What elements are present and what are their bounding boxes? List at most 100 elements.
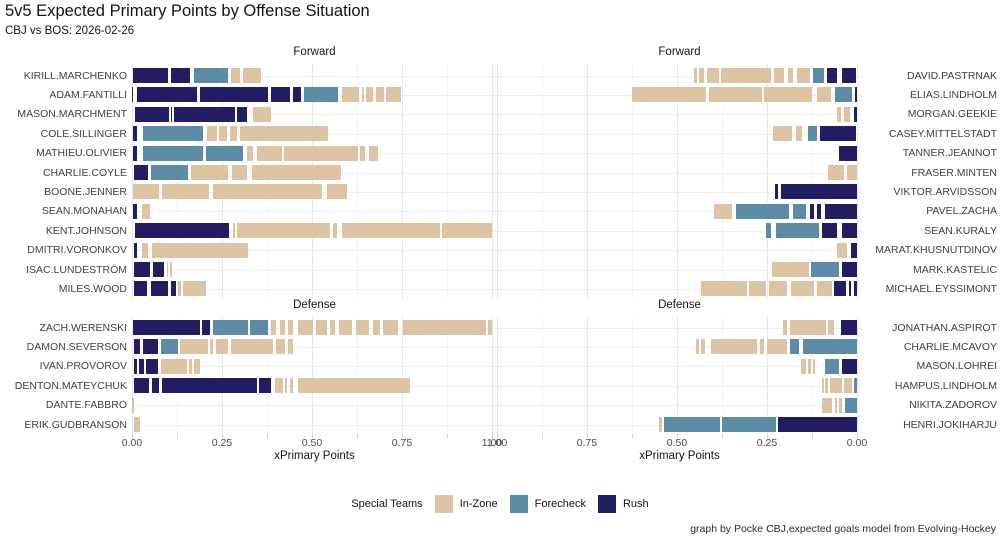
- gridline-minor: [357, 317, 358, 434]
- axis-tick-label: 0.50: [666, 437, 688, 449]
- bar-segment-inzone: [133, 184, 160, 200]
- bar-segment-inzone: [696, 339, 699, 355]
- player-label: COLE.SILLINGER: [40, 127, 127, 140]
- chart-subtitle: CBJ vs BOS: 2026-02-26: [5, 25, 135, 37]
- bar-segment-inzone: [839, 397, 842, 413]
- bar-segment-rush: [134, 223, 229, 239]
- bar-segment-inzone: [632, 87, 707, 103]
- bar-segment-rush: [839, 145, 857, 161]
- bar-segment-forecheck: [776, 223, 819, 239]
- player-label: NIKITA.ZADOROV: [909, 399, 997, 412]
- gridline-row: [132, 75, 497, 77]
- gridline-row: [132, 211, 497, 213]
- gridline-minor: [542, 64, 543, 299]
- player-label: DENTON.MATEYCHUK: [14, 379, 127, 392]
- gridline-row: [497, 172, 862, 174]
- bar-segment-forecheck: [736, 203, 789, 219]
- legend-item-rush: Rush: [597, 495, 649, 513]
- gridline-row: [497, 405, 862, 407]
- bar-segment-inzone: [769, 281, 788, 297]
- gridline-row: [132, 405, 497, 407]
- player-label: MASON.LOHREI: [916, 360, 997, 373]
- axis-tick-label: 0.75: [391, 437, 413, 449]
- bar-segment-inzone: [822, 397, 833, 413]
- axis-tick: [632, 434, 633, 438]
- gridline-minor: [447, 64, 448, 299]
- bar-segment-inzone: [808, 358, 811, 374]
- bar-segment-rush: [161, 378, 257, 394]
- axis-tick-label: 0.00: [121, 437, 143, 449]
- gridline-row: [132, 424, 497, 426]
- bar-segment-inzone: [782, 320, 788, 335]
- bar-segment-inzone: [315, 320, 328, 335]
- bar-segment-inzone: [243, 68, 261, 83]
- bar-segment-forecheck: [304, 87, 339, 103]
- bar-segment-rush: [170, 68, 190, 83]
- axis-tick: [722, 434, 723, 438]
- player-label: DMITRI.VORONKOV: [27, 244, 127, 257]
- gridline-row: [497, 366, 862, 368]
- player-label: JONATHAN.ASPIROT: [892, 321, 997, 334]
- axis-tick: [767, 434, 768, 438]
- gridline-major: [767, 64, 768, 299]
- bar-segment-inzone: [827, 320, 834, 335]
- bar-segment-inzone: [361, 87, 364, 103]
- bar-segment-rush: [201, 320, 211, 335]
- bar-segment-forecheck: [213, 320, 248, 335]
- axis-tick-label: 0.25: [211, 437, 233, 449]
- player-label: CHARLIE.COYLE: [42, 166, 127, 179]
- chart-title: 5v5 Expected Primary Points by Offense S…: [5, 2, 370, 20]
- bar-segment-forecheck: [722, 417, 776, 432]
- bar-segment-inzone: [179, 339, 208, 355]
- gridline-minor: [632, 317, 633, 434]
- bar-segment-inzone: [270, 320, 276, 335]
- bar-segment-inzone: [442, 223, 492, 239]
- bar-segment-forecheck: [813, 68, 824, 83]
- gridline-major: [677, 64, 678, 299]
- bar-segment-inzone: [274, 378, 283, 394]
- bar-segment-inzone: [701, 281, 747, 297]
- gridline-row: [132, 288, 497, 290]
- player-label: KENT.JOHNSON: [45, 224, 127, 237]
- bar-segment-inzone: [796, 68, 810, 83]
- bar-segment-rush: [841, 262, 857, 277]
- player-label: MICHAEL.EYSSIMONT: [885, 282, 997, 295]
- bar-segment-inzone: [141, 203, 150, 219]
- bar-segment-inzone: [787, 68, 793, 83]
- bar-segment-forecheck: [835, 87, 852, 103]
- bar-segment-forecheck: [808, 126, 818, 142]
- bar-segment-rush: [152, 262, 165, 277]
- axis-tick-label: 1.00: [481, 437, 503, 449]
- inzone-swatch: [434, 495, 453, 513]
- gridline-row: [497, 250, 862, 252]
- bar-segment-inzone: [246, 145, 253, 161]
- facet-strip-defense-cbj: Defense: [293, 299, 336, 311]
- bar-segment-rush: [841, 68, 856, 83]
- bar-segment-rush: [774, 184, 779, 200]
- bar-segment-rush: [138, 358, 144, 374]
- bar-segment-rush: [134, 165, 149, 180]
- bar-segment-inzone: [698, 68, 704, 83]
- legend-item-forecheck: Forecheck: [509, 495, 586, 513]
- gridline-row: [497, 385, 862, 387]
- bar-segment-inzone: [290, 378, 293, 394]
- bar-segment-forecheck: [206, 145, 244, 161]
- axis-tick: [177, 434, 178, 438]
- bar-segment-inzone: [283, 145, 358, 161]
- bar-segment-inzone: [791, 281, 815, 297]
- bar-segment-inzone: [366, 87, 374, 103]
- bar-segment-inzone: [297, 320, 314, 335]
- bar-segment-rush: [143, 339, 158, 355]
- gridline-minor: [447, 317, 448, 434]
- gridline-major: [222, 317, 223, 434]
- bar-segment-inzone: [285, 378, 288, 394]
- bar-segment-forecheck: [790, 339, 800, 355]
- player-label: DAVID.PASTRNAK: [906, 69, 997, 82]
- bar-segment-inzone: [817, 281, 833, 297]
- bar-segment-forecheck: [824, 358, 839, 374]
- bar-segment-rush: [134, 242, 138, 258]
- gridline-row: [497, 211, 862, 213]
- axis-tick: [812, 434, 813, 438]
- bar-segment-rush: [833, 281, 846, 297]
- gridline-row: [497, 269, 862, 271]
